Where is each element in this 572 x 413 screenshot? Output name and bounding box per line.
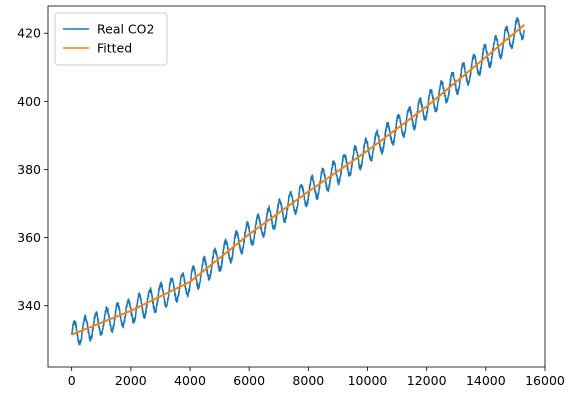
legend: Real CO2 Fitted xyxy=(54,12,168,66)
x-tick-label: 0 xyxy=(68,373,76,388)
series-layer xyxy=(70,16,526,346)
x-tick-label: 16000 xyxy=(525,373,565,388)
y-tick-label: 400 xyxy=(17,94,41,109)
series-line-real-co2 xyxy=(70,16,526,346)
y-tick-label: 360 xyxy=(17,230,41,245)
x-tick-label: 10000 xyxy=(348,373,388,388)
y-tick-label: 380 xyxy=(17,162,41,177)
x-tick-label: 14000 xyxy=(466,373,506,388)
x-tick-label: 6000 xyxy=(233,373,265,388)
x-tick-label: 8000 xyxy=(292,373,324,388)
x-tick-label: 4000 xyxy=(174,373,206,388)
x-tick-label: 2000 xyxy=(115,373,147,388)
legend-label-real-co2: Real CO2 xyxy=(97,22,154,37)
y-axis: 340 360 380 400 420 xyxy=(17,26,48,313)
x-tick-label: 12000 xyxy=(407,373,447,388)
plot-frame xyxy=(47,5,546,368)
legend-label-fitted: Fitted xyxy=(97,41,132,56)
series-line-fitted xyxy=(71,23,525,336)
legend-box xyxy=(54,12,168,66)
x-axis: 0 2000 4000 6000 8000 10000 12000 14000 16000 xyxy=(68,367,565,388)
y-tick-label: 420 xyxy=(17,26,41,41)
y-tick-label: 340 xyxy=(17,298,41,313)
